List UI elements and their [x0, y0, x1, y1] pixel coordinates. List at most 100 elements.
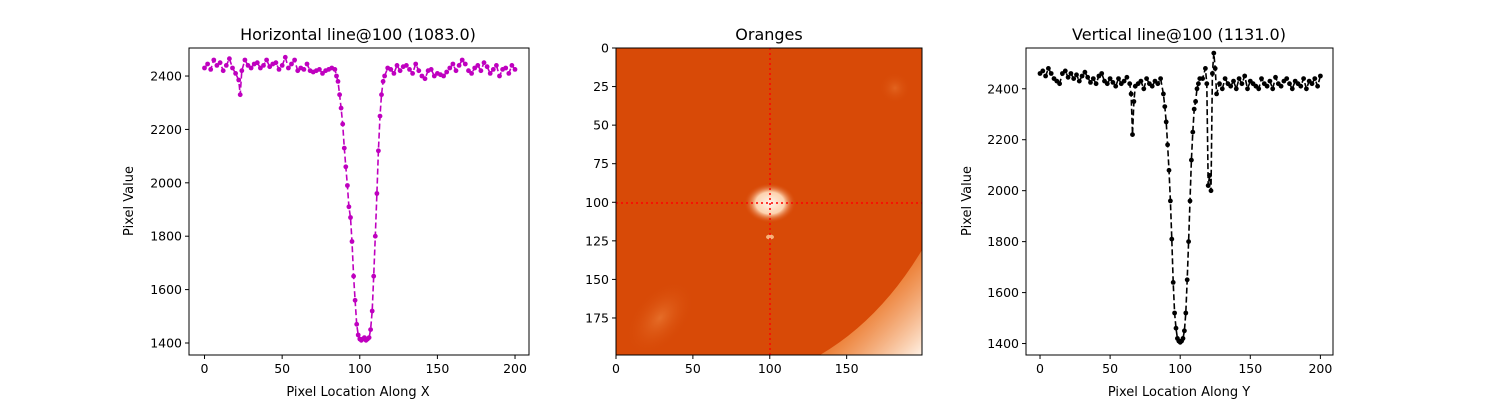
data-point [447, 65, 453, 71]
plot-area [202, 54, 518, 343]
data-point [374, 191, 380, 196]
data-point [1214, 91, 1219, 97]
data-point [1166, 167, 1172, 173]
data-point [466, 68, 471, 74]
data-point [1182, 328, 1187, 334]
data-point [1203, 66, 1208, 71]
data-point [413, 61, 419, 67]
x-tick-label: 200 [1308, 361, 1332, 376]
x-axis-label: Pixel Location Along X [286, 385, 429, 400]
data-point [211, 57, 217, 63]
data-point [264, 57, 269, 63]
data-point [1110, 80, 1116, 85]
data-point [388, 67, 394, 72]
data-point [478, 68, 484, 74]
data-point [205, 61, 211, 67]
data-point [1127, 81, 1133, 87]
data-point [1273, 74, 1278, 80]
data-point [1062, 68, 1068, 74]
x-tick-label: 150 [1238, 361, 1262, 376]
data-point [1113, 83, 1119, 89]
data-point [1194, 86, 1200, 92]
chart-title: Vertical line@100 (1131.0) [1072, 25, 1286, 44]
axes-frame [615, 47, 923, 356]
x-tick-label: 50 [274, 361, 290, 376]
data-point [1180, 336, 1186, 341]
y-tick-label: 2400 [987, 81, 1019, 96]
series-line [1039, 53, 1322, 344]
data-point [239, 68, 245, 74]
y-axis: 1400 1600 1800 2000 2200 2400 [150, 69, 189, 350]
data-point [444, 69, 450, 75]
data-point [1193, 99, 1198, 104]
y-tick-label: 0 [601, 41, 609, 56]
data-point [462, 61, 468, 67]
data-point [338, 105, 344, 111]
data-point [441, 73, 446, 79]
y-axis: 1400 1600 1800 2000 2200 2400 [987, 81, 1026, 351]
data-point [1149, 83, 1155, 89]
data-point [1107, 76, 1113, 81]
heatmap-light-region [625, 280, 695, 356]
data-point [475, 63, 481, 68]
data-point [377, 113, 383, 119]
data-point [317, 67, 322, 72]
data-point [1158, 76, 1163, 81]
y-tick-label: 1800 [987, 234, 1019, 249]
y-tick-label: 2200 [987, 132, 1019, 147]
panel-oranges-image: Oranges 0 50 100 150 0 25 50 75 100 125 150 175 [585, 25, 923, 376]
data-point [1057, 81, 1062, 87]
data-point [1242, 73, 1248, 79]
axes-frame [188, 47, 530, 356]
data-point [217, 60, 223, 66]
data-point [1208, 188, 1214, 194]
data-point [1104, 81, 1110, 87]
data-point [459, 57, 465, 63]
data-point [233, 71, 239, 76]
data-point [1068, 71, 1074, 76]
x-tick-label: 150 [835, 361, 859, 376]
data-point [230, 65, 235, 71]
data-point [394, 63, 400, 68]
data-point [368, 327, 373, 332]
data-point [1130, 132, 1135, 138]
data-point [1088, 80, 1093, 85]
heatmap-small-spot [766, 234, 774, 240]
data-point [1239, 81, 1245, 87]
data-point [227, 56, 232, 62]
data-point [1121, 78, 1127, 84]
data-point [397, 68, 403, 74]
data-point [304, 61, 310, 67]
data-point [1211, 50, 1217, 56]
y-tick-label: 1600 [150, 282, 182, 297]
y-tick-label: 100 [585, 195, 609, 210]
x-tick-label: 100 [1168, 361, 1192, 376]
data-point [1304, 86, 1309, 92]
y-tick-label: 2000 [150, 175, 182, 190]
data-point [295, 68, 301, 74]
data-point [354, 321, 360, 327]
data-point [1183, 310, 1189, 316]
data-point [410, 71, 415, 76]
data-point [1085, 74, 1091, 80]
data-point [1116, 76, 1121, 81]
data-point [1170, 280, 1176, 285]
x-tick-label: 50 [1102, 361, 1118, 376]
data-point [1301, 76, 1306, 81]
y-tick-label: 75 [593, 156, 609, 171]
data-point [1184, 277, 1190, 283]
data-point [382, 73, 387, 79]
data-point [1189, 157, 1194, 163]
data-point [242, 57, 248, 63]
data-point [484, 64, 490, 70]
data-point [506, 71, 512, 76]
data-point [503, 65, 509, 71]
data-point [343, 164, 349, 170]
data-point [1190, 129, 1196, 135]
data-point [214, 63, 220, 68]
data-point [1082, 69, 1088, 75]
data-point [1162, 104, 1168, 109]
data-point [236, 77, 242, 83]
data-point [1090, 76, 1096, 81]
